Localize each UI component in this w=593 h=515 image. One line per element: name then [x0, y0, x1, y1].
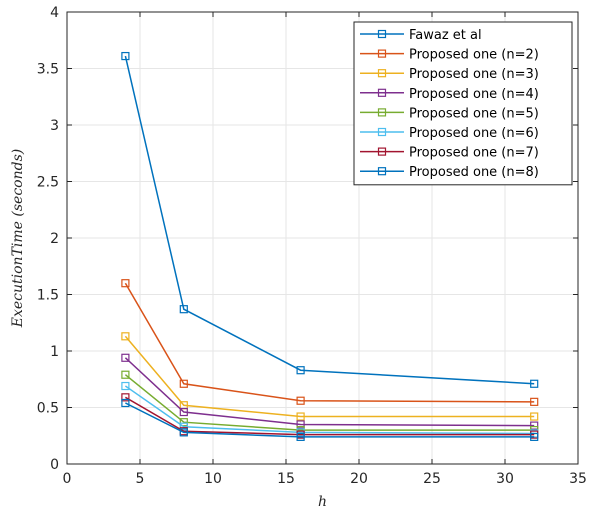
legend-marker — [377, 127, 387, 137]
y-tick-label: 3.5 — [37, 62, 59, 78]
y-tick-label: 4 — [50, 5, 59, 21]
x-tick-label: 10 — [204, 471, 222, 487]
series-line — [124, 357, 535, 427]
series-line — [124, 282, 535, 403]
data-point — [296, 420, 305, 429]
legend-label: Proposed one (n=6) — [409, 126, 539, 141]
legend-marker — [377, 49, 387, 58]
data-point — [179, 379, 188, 388]
legend-marker — [377, 88, 387, 97]
data-point — [179, 422, 188, 431]
data-point — [530, 379, 539, 388]
y-tick-label: 3 — [50, 118, 59, 134]
legend-marker — [377, 69, 387, 78]
legend-item: Proposed one (n=3) — [360, 67, 539, 82]
legend-item: Proposed one (n=2) — [360, 48, 539, 63]
y-tick-label: 1.5 — [37, 288, 59, 304]
data-point — [530, 421, 539, 430]
series-line — [124, 55, 535, 385]
x-axis-label: h — [318, 494, 327, 510]
legend-item: Proposed one (n=5) — [360, 106, 539, 121]
data-point — [121, 381, 130, 391]
data-point — [121, 353, 130, 362]
data-point — [296, 432, 305, 441]
data-point — [121, 393, 130, 402]
y-tick-label: 2 — [50, 231, 59, 247]
data-point — [530, 397, 539, 406]
y-tick-label: 1 — [50, 344, 59, 360]
series-line — [124, 385, 535, 435]
series-layer — [121, 51, 539, 441]
data-point — [530, 432, 539, 441]
x-tick-label: 20 — [350, 471, 368, 487]
x-tick-label: 35 — [569, 471, 587, 487]
legend-marker — [377, 167, 387, 176]
series-line — [125, 402, 535, 438]
data-point — [121, 279, 130, 288]
legend-item: Fawaz et al — [360, 28, 482, 43]
series-3 — [121, 332, 539, 421]
data-point — [530, 412, 539, 421]
y-axis-label: ExecutionTime (seconds) — [10, 149, 26, 328]
legend-item: Proposed one (n=8) — [360, 165, 539, 180]
y-tick-label: 2.5 — [37, 175, 59, 191]
series-line — [125, 396, 535, 436]
data-point — [121, 51, 130, 61]
legend-label: Proposed one (n=8) — [409, 165, 539, 180]
x-tick-label: 30 — [496, 471, 514, 487]
x-tick-label: 5 — [136, 471, 145, 487]
legend-label: Proposed one (n=3) — [409, 67, 539, 82]
series-line — [124, 335, 535, 418]
legend-item: Proposed one (n=7) — [360, 146, 539, 161]
data-point — [179, 305, 188, 314]
series-4 — [121, 353, 539, 430]
legend-label: Fawaz et al — [409, 28, 482, 43]
data-point — [121, 370, 130, 379]
x-tick-label: 15 — [277, 471, 295, 487]
legend-marker — [377, 108, 387, 117]
y-tick-label: 0 — [50, 457, 59, 473]
legend-box — [353, 21, 573, 186]
data-point — [121, 398, 130, 408]
legend-item: Proposed one (n=4) — [360, 87, 539, 102]
legend-marker — [377, 147, 387, 156]
x-tick-label: 25 — [423, 471, 441, 487]
data-point — [121, 332, 130, 341]
ticks: 0 5 10 15 20 25 30 35 0 0.5 1 1.5 2 2.5 3 3.5 4 — [37, 5, 587, 487]
legend-label: Proposed one (n=7) — [409, 146, 539, 161]
x-tick-label: 0 — [63, 471, 72, 487]
data-point — [296, 412, 305, 421]
legend-label: Proposed one (n=4) — [409, 87, 539, 102]
data-point — [179, 418, 188, 427]
series-1 — [121, 51, 539, 388]
data-point — [296, 396, 305, 405]
legend: Fawaz et al Proposed one (n=2) Proposed on… — [353, 21, 573, 186]
series-8 — [121, 398, 539, 441]
series-2 — [121, 279, 539, 406]
legend-marker — [377, 29, 387, 39]
series-line — [124, 374, 535, 431]
legend-label: Proposed one (n=2) — [409, 48, 539, 63]
legend-item: Proposed one (n=6) — [360, 126, 539, 141]
data-point — [296, 366, 305, 375]
data-point — [179, 428, 188, 437]
data-point — [179, 407, 188, 417]
legend-label: Proposed one (n=5) — [409, 106, 539, 121]
y-tick-label: 0.5 — [37, 401, 59, 417]
